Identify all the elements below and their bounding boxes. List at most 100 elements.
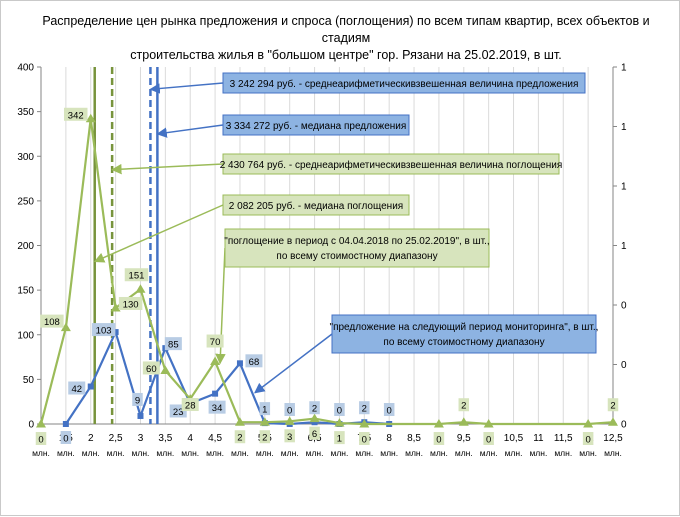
annotation-box	[222, 114, 410, 136]
supply-data-label-bg	[164, 337, 182, 351]
absorption-data-label-bg	[206, 334, 224, 348]
absorption-data-label-bg	[483, 432, 494, 445]
absorption-data-label-bg	[63, 107, 88, 121]
y-tick-label-right: 0	[621, 301, 627, 312]
y-tick-label-left: 50	[23, 375, 35, 386]
absorption-point	[458, 417, 469, 426]
absorption-data-label-bg	[142, 361, 160, 375]
absorption-point	[284, 416, 295, 425]
supply-data-label: 103	[96, 326, 112, 337]
absorption-data-label-bg	[35, 432, 47, 445]
supply-data-label: 9	[135, 395, 140, 406]
absorption-data-label: 130	[123, 299, 139, 310]
x-tick-label: 11	[533, 433, 544, 444]
supply-point	[212, 390, 219, 397]
absorption-data-label-bg	[607, 398, 619, 412]
supply-data-label-bg	[309, 401, 320, 415]
x-tick-label: 9,5	[457, 433, 471, 444]
absorption-data-label-bg	[334, 431, 345, 445]
absorption-data-label: 60	[146, 364, 157, 375]
x-tick-label: 12,5	[603, 433, 623, 444]
supply-point	[62, 421, 69, 427]
annotation-arrow	[156, 124, 224, 138]
x-tick-unit: млн.	[579, 448, 597, 458]
supply-data-label: 34	[212, 403, 223, 414]
x-tick-unit: млн.	[505, 448, 523, 458]
y-tick-label-left: 400	[17, 63, 34, 74]
absorption-data-label-bg	[309, 426, 320, 440]
x-tick-unit: млн.	[529, 448, 547, 458]
absorption-data-label-bg	[359, 432, 370, 445]
absorption-data-label: 0	[436, 435, 441, 446]
x-tick-unit: млн.	[206, 448, 224, 458]
absorption-point	[85, 113, 96, 123]
annotation-box	[224, 228, 490, 268]
x-tick-label: 2	[88, 433, 94, 444]
absorption-data-label-bg	[433, 432, 445, 445]
absorption-data-label: 2	[237, 433, 242, 444]
annotation-text: "предложение на следующий период монитор…	[330, 322, 599, 333]
x-tick-unit: млн.	[405, 448, 423, 458]
x-tick-unit: млн.	[181, 448, 199, 458]
supply-data-label-bg	[334, 403, 345, 416]
x-tick-unit: млн.	[32, 448, 50, 458]
supply-data-label-bg	[284, 403, 295, 416]
x-tick-unit: млн.	[380, 448, 398, 458]
supply-data-label-bg	[132, 392, 143, 406]
supply-data-label-bg	[359, 401, 370, 415]
x-tick-unit: млн.	[355, 448, 373, 458]
supply-data-label-bg	[60, 431, 72, 444]
supply-data-label: 42	[71, 384, 82, 395]
x-tick-unit: млн.	[554, 448, 572, 458]
annotation-arrow	[111, 163, 224, 175]
annotation-box	[222, 194, 410, 216]
x-tick-label: 2,5	[109, 433, 123, 444]
supply-data-label-bg	[91, 323, 116, 337]
absorption-data-label: 0	[38, 435, 43, 446]
y-tick-label-left: 100	[17, 330, 34, 341]
absorption-point	[433, 419, 444, 428]
y-tick-label-left: 200	[17, 241, 34, 252]
x-tick-unit: млн.	[256, 448, 274, 458]
absorption-point	[259, 417, 270, 426]
annotation-text: "поглощение в период с 04.04.2018 по 25.…	[224, 236, 489, 247]
y-tick-label-left: 300	[17, 152, 34, 163]
absorption-point	[135, 284, 146, 293]
x-tick-unit: млн.	[156, 448, 174, 458]
x-tick-label: 11,5	[554, 433, 573, 444]
annotation-text: 2 082 205 руб. - медиана поглощения	[229, 200, 403, 212]
x-tick-label: 10,5	[504, 433, 524, 444]
absorption-point	[210, 356, 221, 366]
x-tick-unit: млн.	[455, 448, 473, 458]
chart-title-line2: строительства жилья в "большом центре" г…	[130, 48, 562, 62]
absorption-data-label-bg	[259, 430, 271, 444]
absorption-data-label: 0	[486, 435, 491, 446]
x-tick-label: 8,5	[407, 433, 421, 444]
x-tick-unit: млн.	[281, 448, 299, 458]
x-tick-label: 3	[138, 433, 144, 444]
supply-data-label: 0	[387, 406, 392, 417]
absorption-data-label: 108	[44, 317, 60, 328]
supply-data-label: 68	[249, 357, 260, 368]
absorption-data-label-bg	[458, 398, 470, 412]
absorption-data-label-bg	[124, 268, 149, 282]
supply-data-label-bg	[68, 381, 86, 395]
annotation-arrow	[149, 82, 224, 94]
annotation-box	[331, 314, 597, 354]
supply-data-label: 85	[168, 340, 179, 351]
x-tick-unit: млн.	[107, 448, 125, 458]
absorption-data-label: 28	[185, 401, 196, 412]
chart-title-line1: Распределение цен рынка предложения и сп…	[42, 14, 650, 45]
supply-series-line	[64, 328, 390, 426]
annotation-text: по всему стоимостному диапазону	[383, 337, 544, 348]
absorption-data-label-bg	[234, 430, 246, 444]
chart-title: Распределение цен рынка предложения и сп…	[31, 13, 661, 64]
absorption-point	[483, 419, 494, 428]
x-tick-unit: млн.	[82, 448, 100, 458]
supply-data-label: 2	[312, 404, 317, 415]
absorption-point	[334, 418, 345, 427]
absorption-data-label-bg	[582, 432, 594, 445]
absorption-data-label-bg	[181, 398, 199, 412]
supply-data-label: 23	[173, 407, 184, 418]
